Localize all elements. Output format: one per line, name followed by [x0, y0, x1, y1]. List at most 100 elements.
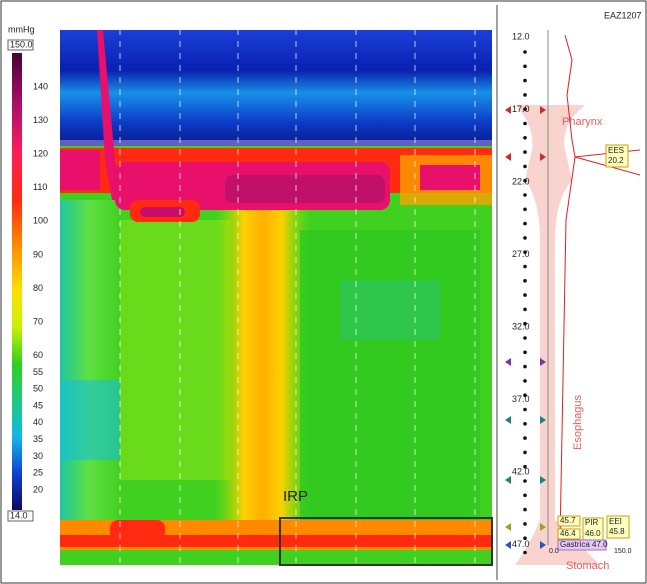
sensor-dot	[523, 150, 527, 154]
eei-value: 45.8	[609, 527, 625, 536]
colorbar-label: 35	[33, 434, 43, 444]
marker-arrow	[505, 358, 511, 366]
colorbar-label: 70	[33, 316, 43, 326]
depth-label: 27.0	[512, 249, 530, 259]
marker-arrow	[505, 106, 511, 114]
lower-value: 46.4	[560, 529, 576, 538]
sensor-dot	[523, 550, 527, 555]
colorbar-label: 20	[33, 484, 43, 494]
irp-label: IRP	[283, 488, 308, 505]
colorbar-label: 40	[33, 417, 43, 427]
colorbar-label: 55	[33, 367, 43, 377]
irp-box	[279, 517, 493, 566]
eei-name: EEI	[609, 517, 622, 526]
marker-arrow	[540, 476, 546, 484]
sensor-dot	[523, 107, 527, 111]
lower-box	[557, 528, 581, 540]
marker-arrow	[540, 358, 546, 366]
sensor-dot	[523, 193, 527, 197]
sensor-dot	[523, 350, 527, 355]
depth-label: 37.0	[512, 394, 530, 404]
colorbar-label: 90	[33, 249, 43, 259]
sensor-dot	[523, 321, 527, 326]
gastric-box	[557, 539, 607, 551]
sensor-dot	[523, 507, 527, 512]
marker-arrow	[540, 153, 546, 161]
colorbar-min: 14.0	[10, 510, 28, 520]
colorbar-unit: mmHg	[8, 24, 35, 34]
sensor-dot	[523, 393, 527, 398]
sensor-dot	[523, 64, 527, 69]
sensor-dot	[523, 407, 527, 412]
sensor-dot	[523, 50, 527, 54]
colorbar-label: 25	[33, 468, 43, 478]
sensor-dot	[523, 78, 527, 83]
pir-name: PIR	[585, 518, 599, 527]
colorbar-label: 30	[33, 451, 43, 461]
ees-box	[605, 144, 629, 168]
heatmap	[60, 5, 492, 565]
colorbar-label: 120	[33, 149, 48, 159]
axis-min: 0.0	[549, 548, 559, 555]
marker-arrow	[505, 541, 511, 549]
depth-label: 47.0	[512, 539, 530, 549]
sensor-dot	[523, 450, 527, 455]
sensor-dot	[523, 493, 527, 498]
sensor-dot	[523, 522, 527, 526]
colorbar-label: 50	[33, 384, 43, 394]
sensor-dot	[523, 236, 527, 240]
colorbar-label: 110	[33, 182, 47, 192]
sensor-dot	[523, 293, 527, 297]
sensor-dot	[523, 364, 527, 369]
min-box	[7, 510, 34, 522]
panel-id: EAZ1207	[604, 10, 642, 20]
marker-arrow	[505, 476, 511, 484]
axis-max: 150.0	[614, 548, 632, 555]
sensor-dot	[523, 121, 527, 126]
marker-arrow	[505, 153, 511, 161]
sensor-dot	[523, 464, 527, 469]
upper-box	[557, 515, 581, 527]
sensor-dot	[523, 164, 527, 169]
esophagus-label: Esophagus	[572, 394, 584, 450]
colorbar-label: 60	[33, 350, 43, 360]
colorbar-max: 150.0	[10, 39, 33, 49]
sensor-dot	[523, 250, 527, 254]
sensor-dot	[523, 379, 527, 383]
marker-arrow	[540, 106, 546, 114]
sensor-dot	[523, 221, 527, 226]
sensor-dot	[523, 436, 527, 440]
ees-name: EES	[608, 146, 624, 155]
marker-arrow	[505, 416, 511, 424]
depth-label: 17.0	[512, 104, 530, 114]
pharynx-label: Pharynx	[562, 116, 603, 128]
anatomy	[515, 105, 600, 565]
depth-label: 12.0	[512, 31, 530, 41]
colorbar-label: 80	[33, 283, 43, 293]
sensor-dot	[523, 336, 527, 340]
sensor-dot	[523, 93, 527, 97]
sensor-dot	[523, 178, 527, 183]
marker-arrow	[540, 523, 546, 531]
eei-box	[606, 515, 630, 539]
sensor-dot	[523, 136, 527, 140]
sensor-dot	[523, 207, 527, 212]
sensor-dot	[523, 479, 527, 483]
depth-label: 42.0	[512, 466, 530, 476]
colorbar-label: 140	[33, 81, 48, 91]
stomach-label: Stomach	[566, 560, 609, 572]
marker-arrow	[540, 541, 546, 549]
marker-arrow	[505, 523, 511, 531]
depth-label: 32.0	[512, 321, 530, 331]
sensor-dot	[523, 422, 527, 426]
colorbar	[12, 53, 22, 510]
colorbar-label: 130	[33, 115, 48, 125]
pir-value: 46.0	[585, 529, 601, 538]
sensor-dot	[523, 264, 527, 269]
marker-arrow	[540, 416, 546, 424]
max-box	[7, 39, 34, 51]
sensor-dot	[523, 536, 527, 540]
sensor-dot	[523, 279, 527, 283]
ees-value: 20.2	[608, 156, 624, 165]
